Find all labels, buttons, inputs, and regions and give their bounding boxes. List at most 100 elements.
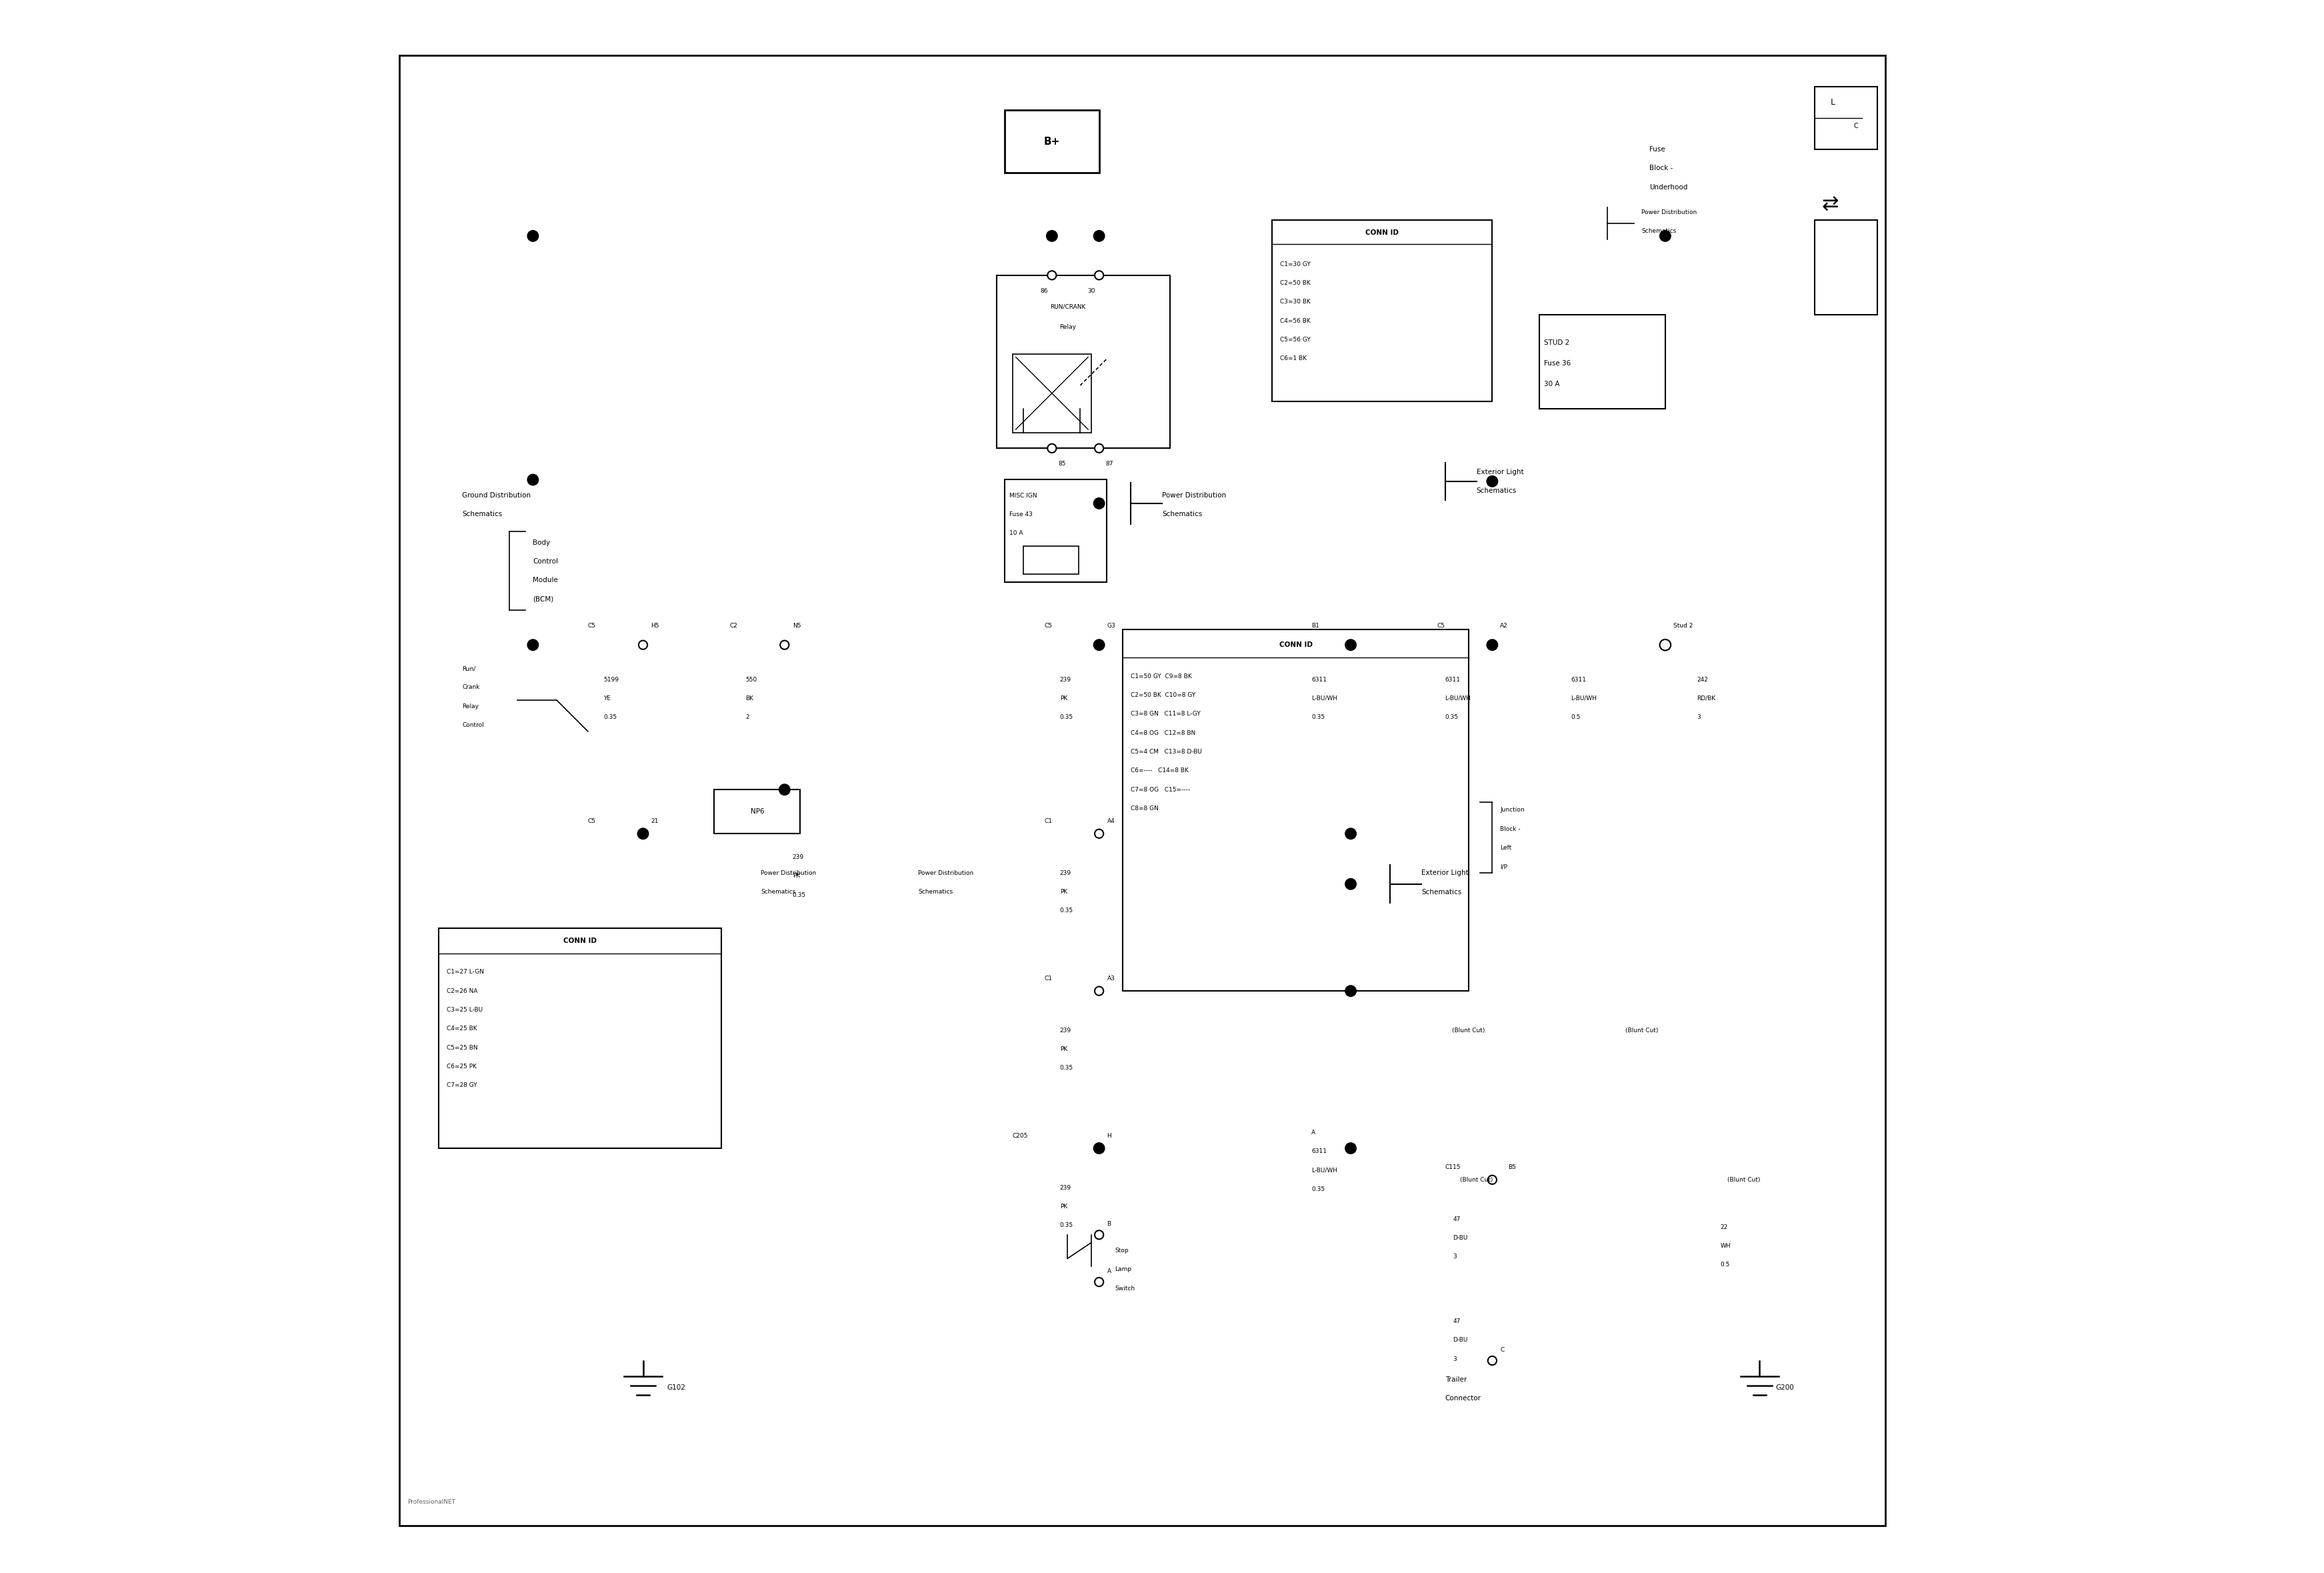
- Text: C3=30 BK: C3=30 BK: [1281, 299, 1311, 305]
- Text: Fuse 43: Fuse 43: [1009, 511, 1032, 518]
- Text: BK: BK: [746, 695, 753, 702]
- Circle shape: [1659, 640, 1671, 651]
- Bar: [1538, 315, 1666, 409]
- Text: Trailer: Trailer: [1446, 1376, 1466, 1383]
- Text: CONN ID: CONN ID: [1278, 642, 1313, 648]
- Circle shape: [1095, 444, 1104, 453]
- Bar: [1122, 629, 1469, 991]
- Bar: [895, 810, 1116, 983]
- Text: G3: G3: [1106, 623, 1116, 629]
- Text: Underhood: Underhood: [1650, 184, 1687, 190]
- Text: Exterior Light: Exterior Light: [1422, 870, 1469, 876]
- Text: (Blunt Cut): (Blunt Cut): [1459, 1177, 1492, 1183]
- Text: C2=50 BK: C2=50 BK: [1281, 280, 1311, 286]
- Circle shape: [1095, 271, 1104, 280]
- Bar: [430, 519, 809, 1180]
- Text: 0.35: 0.35: [792, 892, 806, 898]
- Text: I/P: I/P: [1499, 864, 1508, 870]
- Text: 86: 86: [1041, 288, 1048, 294]
- Circle shape: [528, 640, 539, 651]
- Text: (Blunt Cut): (Blunt Cut): [1452, 1027, 1485, 1033]
- Text: Lamp: Lamp: [1116, 1266, 1132, 1273]
- Text: 3: 3: [1452, 1254, 1457, 1260]
- Text: MISC IGN: MISC IGN: [1009, 492, 1037, 499]
- Text: Power Distribution: Power Distribution: [760, 870, 816, 876]
- Bar: [1815, 220, 1878, 315]
- Text: 0.35: 0.35: [1060, 714, 1074, 720]
- Circle shape: [779, 785, 790, 796]
- Text: C2: C2: [730, 623, 737, 629]
- Text: C6=25 PK: C6=25 PK: [446, 1063, 476, 1070]
- Text: 0.35: 0.35: [1060, 1222, 1074, 1229]
- Text: PK: PK: [1060, 889, 1067, 895]
- Text: B: B: [1106, 1221, 1111, 1227]
- Text: CONN ID: CONN ID: [562, 938, 597, 944]
- Text: Run/: Run/: [462, 665, 476, 672]
- Text: 242: 242: [1697, 676, 1708, 683]
- Text: C4=25 BK: C4=25 BK: [446, 1026, 476, 1032]
- Text: Relay: Relay: [462, 703, 479, 709]
- Text: G200: G200: [1776, 1384, 1794, 1391]
- Text: C1=50 GY  C9=8 BK: C1=50 GY C9=8 BK: [1129, 673, 1192, 680]
- Text: Stop: Stop: [1116, 1247, 1129, 1254]
- Text: A: A: [1106, 1268, 1111, 1274]
- Bar: [1004, 480, 1106, 582]
- Text: Power Distribution: Power Distribution: [918, 870, 974, 876]
- Text: Junction: Junction: [1499, 807, 1525, 813]
- Text: 6311: 6311: [1311, 1148, 1327, 1155]
- Text: Left: Left: [1499, 845, 1511, 851]
- Circle shape: [1487, 475, 1497, 486]
- Text: YE: YE: [604, 695, 611, 702]
- Text: 6311: 6311: [1446, 676, 1459, 683]
- Circle shape: [1346, 878, 1357, 890]
- Text: C3=25 L-BU: C3=25 L-BU: [446, 1007, 483, 1013]
- Bar: [439, 928, 723, 1148]
- Circle shape: [1095, 1277, 1104, 1287]
- Text: Module: Module: [532, 577, 558, 584]
- Circle shape: [1095, 640, 1104, 650]
- Text: 21: 21: [651, 818, 658, 824]
- Circle shape: [1095, 986, 1104, 996]
- Text: STUD 2: STUD 2: [1543, 340, 1569, 346]
- Text: C6=----   C14=8 BK: C6=---- C14=8 BK: [1129, 768, 1188, 774]
- Text: (Blunt Cut): (Blunt Cut): [1727, 1177, 1759, 1183]
- Text: N5: N5: [792, 623, 802, 629]
- Circle shape: [639, 640, 648, 650]
- Text: C1: C1: [1043, 975, 1053, 982]
- Text: A3: A3: [1106, 975, 1116, 982]
- Text: 0.5: 0.5: [1571, 714, 1580, 720]
- Text: C6=1 BK: C6=1 BK: [1281, 355, 1306, 362]
- Text: 0.35: 0.35: [604, 714, 618, 720]
- Text: D-BU: D-BU: [1452, 1337, 1469, 1343]
- Text: 0.35: 0.35: [1311, 714, 1325, 720]
- Bar: [1815, 87, 1878, 149]
- Circle shape: [1095, 230, 1104, 241]
- Text: 22: 22: [1720, 1224, 1727, 1230]
- Text: Body: Body: [532, 540, 551, 546]
- Text: H: H: [1106, 1133, 1111, 1139]
- Circle shape: [1346, 640, 1357, 651]
- Circle shape: [1346, 985, 1357, 997]
- Text: Schematics: Schematics: [1422, 889, 1462, 895]
- Circle shape: [1048, 271, 1057, 280]
- Text: 87: 87: [1106, 461, 1113, 467]
- Text: Crank: Crank: [462, 684, 479, 691]
- Text: H5: H5: [651, 623, 660, 629]
- Text: RD/BK: RD/BK: [1697, 695, 1715, 702]
- Text: Schematics: Schematics: [918, 889, 953, 895]
- Circle shape: [1487, 640, 1497, 651]
- Bar: [1271, 220, 1492, 401]
- Bar: [1122, 629, 1469, 991]
- Text: 550: 550: [746, 676, 758, 683]
- Circle shape: [1346, 640, 1355, 650]
- Text: Relay: Relay: [1060, 324, 1076, 330]
- Text: A: A: [1311, 1129, 1315, 1136]
- Bar: [1634, 173, 1838, 330]
- Text: C5: C5: [588, 623, 595, 629]
- Text: 85: 85: [1057, 461, 1067, 467]
- Text: C5: C5: [588, 818, 595, 824]
- Text: 0.35: 0.35: [1311, 1186, 1325, 1192]
- Bar: [430, 236, 1736, 1369]
- Text: Block -: Block -: [1650, 165, 1673, 171]
- Circle shape: [637, 827, 648, 840]
